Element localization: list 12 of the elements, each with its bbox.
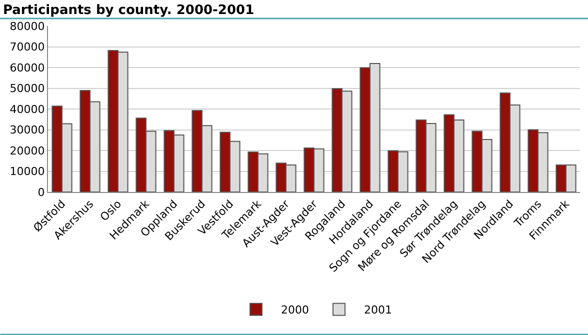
y-tick-label: 60000 [10,61,45,74]
legend-label: 2001 [364,304,392,317]
y-tick-label: 40000 [10,102,45,116]
y-tick-label: 80000 [10,20,45,33]
y-tick-label: 0 [38,186,45,199]
y-tick-label: 10000 [10,165,45,178]
legend-label: 2000 [281,304,309,317]
y-tick-label: 20000 [10,144,45,158]
chart-title: Participants by county. 2000-2001 [2,3,254,18]
y-tick-label: 50000 [10,82,45,96]
y-tick-label: 30000 [10,124,45,137]
y-tick-label: 70000 [10,40,45,54]
